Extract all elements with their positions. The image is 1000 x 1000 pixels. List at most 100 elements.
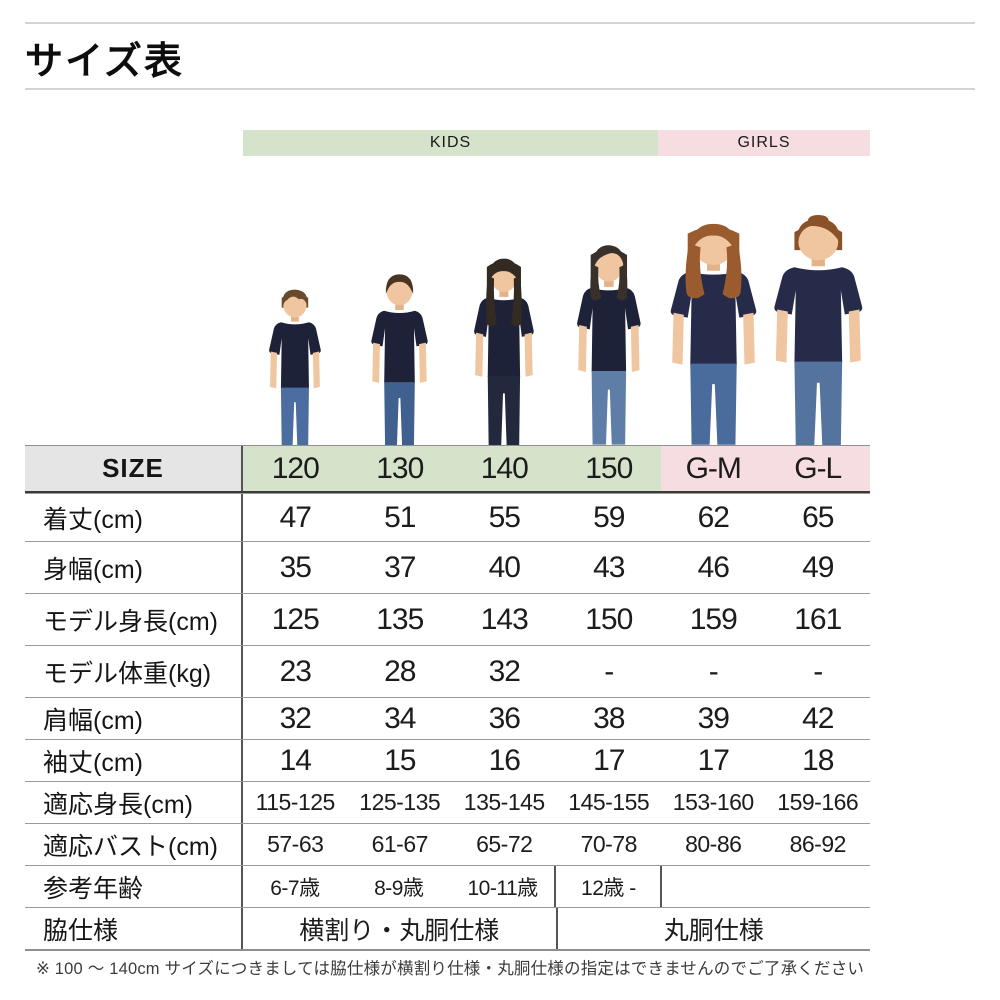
column-header-G-L: G-L [765,446,870,491]
column-header-120: 120 [243,446,348,491]
row-label-8: 参考年齢 [25,866,243,907]
cell-1-3: 43 [593,550,625,584]
cell-1-1: 37 [384,550,416,584]
cell-0-0: 47 [279,500,312,534]
table-row-脇仕様: 脇仕様 横割り・丸胴仕様 丸胴仕様 [25,907,870,949]
column-header-130: 130 [347,446,452,491]
group-band: KIDS GIRLS [243,130,870,156]
cell-6-5: 159-166 [777,789,859,815]
group-kids-label: KIDS [429,134,472,151]
cell-1-0: 35 [279,550,312,584]
cell-4-3: 38 [593,701,625,735]
cell-0-3: 59 [593,500,625,534]
cell-0-4: 62 [697,500,730,534]
cell-1-5: 49 [802,550,834,584]
cell-5-4: 17 [697,743,730,777]
column-header-140: 140 [452,446,557,491]
cell-2-4: 159 [689,602,738,636]
cell-5-0: 14 [279,743,312,777]
row-label-5: 袖丈(cm) [25,740,243,781]
group-header-kids: KIDS [243,130,658,156]
cell-8-3: 12歳 - [554,866,660,907]
cell-5-5: 18 [802,743,834,777]
table-row-肩幅(cm): 肩幅(cm) 32 34 36 38 39 42 [25,697,870,739]
table-row-モデル身長(cm): モデル身長(cm) 125 135 143 150 159 161 [25,593,870,645]
model-photo-G-L [752,212,885,445]
cell-6-0: 115-125 [255,789,336,815]
model-photo-140 [459,252,549,445]
cell-2-0: 125 [271,602,320,636]
cell-1-2: 40 [488,550,521,584]
table-row-着丈(cm): 着丈(cm) 47 51 55 59 62 65 [25,493,870,541]
row-label-4: 肩幅(cm) [25,698,243,739]
cell-2-3: 150 [585,602,633,636]
cell-9-merged-0: 横割り・丸胴仕様 [299,916,500,945]
title-rule-bottom [25,88,975,90]
cell-8-1: 8-9歳 [374,876,424,900]
cell-4-4: 39 [697,701,730,735]
cell-2-2: 143 [480,602,529,636]
table-row-モデル体重(kg): モデル体重(kg) 23 28 32 - - - [25,645,870,697]
cell-7-5: 86-92 [789,831,847,857]
cell-8-2: 10-11歳 [467,876,538,900]
row-label-7: 適応バスト(cm) [25,824,243,865]
cell-0-2: 55 [488,500,521,534]
cell-6-3: 145-155 [568,789,650,815]
cell-0-1: 51 [384,500,416,534]
model-photo-150 [561,239,657,445]
model-photo-130 [357,269,442,445]
cell-5-1: 15 [384,743,416,777]
model-photo-120 [256,284,334,445]
corner-size-label: SIZE [25,446,243,491]
group-girls-label: GIRLS [737,134,791,151]
cell-8-0: 6-7歳 [270,876,320,900]
cell-8-4 [660,866,766,907]
cell-3-5: - [813,654,823,688]
cell-7-0: 57-63 [267,831,324,857]
cell-0-5: 65 [802,500,834,534]
table-row-袖丈(cm): 袖丈(cm) 14 15 16 17 17 18 [25,739,870,781]
row-label-2: モデル身長(cm) [25,594,243,645]
table-row-適応身長(cm): 適応身長(cm) 115-125 125-135 135-145 145-155 153-… [25,781,870,823]
row-label-9: 脇仕様 [25,908,243,949]
cell-4-0: 32 [279,701,312,735]
cell-7-2: 65-72 [476,831,533,857]
cell-6-2: 135-145 [463,789,545,815]
cell-1-4: 46 [697,550,730,584]
cell-9-merged-1: 丸胴仕様 [555,908,871,949]
cell-5-3: 17 [593,743,625,777]
cell-7-3: 70-78 [580,831,638,857]
cell-3-0: 23 [279,654,312,688]
cell-3-2: 32 [488,654,521,688]
row-label-0: 着丈(cm) [25,494,243,541]
cell-4-1: 34 [384,701,416,735]
title-rule-top [25,22,975,24]
table-row-参考年齢: 参考年齢 6-7歳 8-9歳 10-11歳 12歳 - [25,865,870,907]
group-header-girls: GIRLS [658,130,870,156]
cell-8-5 [766,866,870,907]
cell-4-2: 36 [488,701,521,735]
cell-3-1: 28 [384,654,416,688]
cell-2-5: 161 [794,602,842,636]
cell-5-2: 16 [488,743,521,777]
cell-7-4: 80-86 [685,831,742,857]
row-label-6: 適応身長(cm) [25,782,243,823]
footnote: ※ 100 ～ 140cm サイズにつきましては脇仕様が横割り仕様・丸胴仕様の指… [36,960,865,978]
cell-3-3: - [604,654,614,688]
table-header-row: SIZE 120 130 140 150 G-M G-L [25,446,870,493]
cell-4-5: 42 [802,701,834,735]
cell-3-4: - [708,654,719,688]
cell-6-1: 125-135 [359,789,441,815]
model-photo-G-M [649,218,778,445]
cell-6-4: 153-160 [672,789,754,815]
table-row-身幅(cm): 身幅(cm) 35 37 40 43 46 49 [25,541,870,593]
row-label-3: モデル体重(kg) [25,646,243,697]
column-header-150: 150 [556,446,661,491]
cell-2-1: 135 [376,602,424,636]
table-row-適応バスト(cm): 適応バスト(cm) 57-63 61-67 65-72 70-78 80-86 86-92 [25,823,870,865]
model-photos [0,0,1000,445]
cell-7-1: 61-67 [371,831,429,857]
page-title: サイズ表 [25,41,184,83]
column-header-G-M: G-M [661,446,766,491]
size-table: SIZE 120 130 140 150 G-M G-L 着丈(cm) 47 51 55 59 62… [25,445,870,951]
